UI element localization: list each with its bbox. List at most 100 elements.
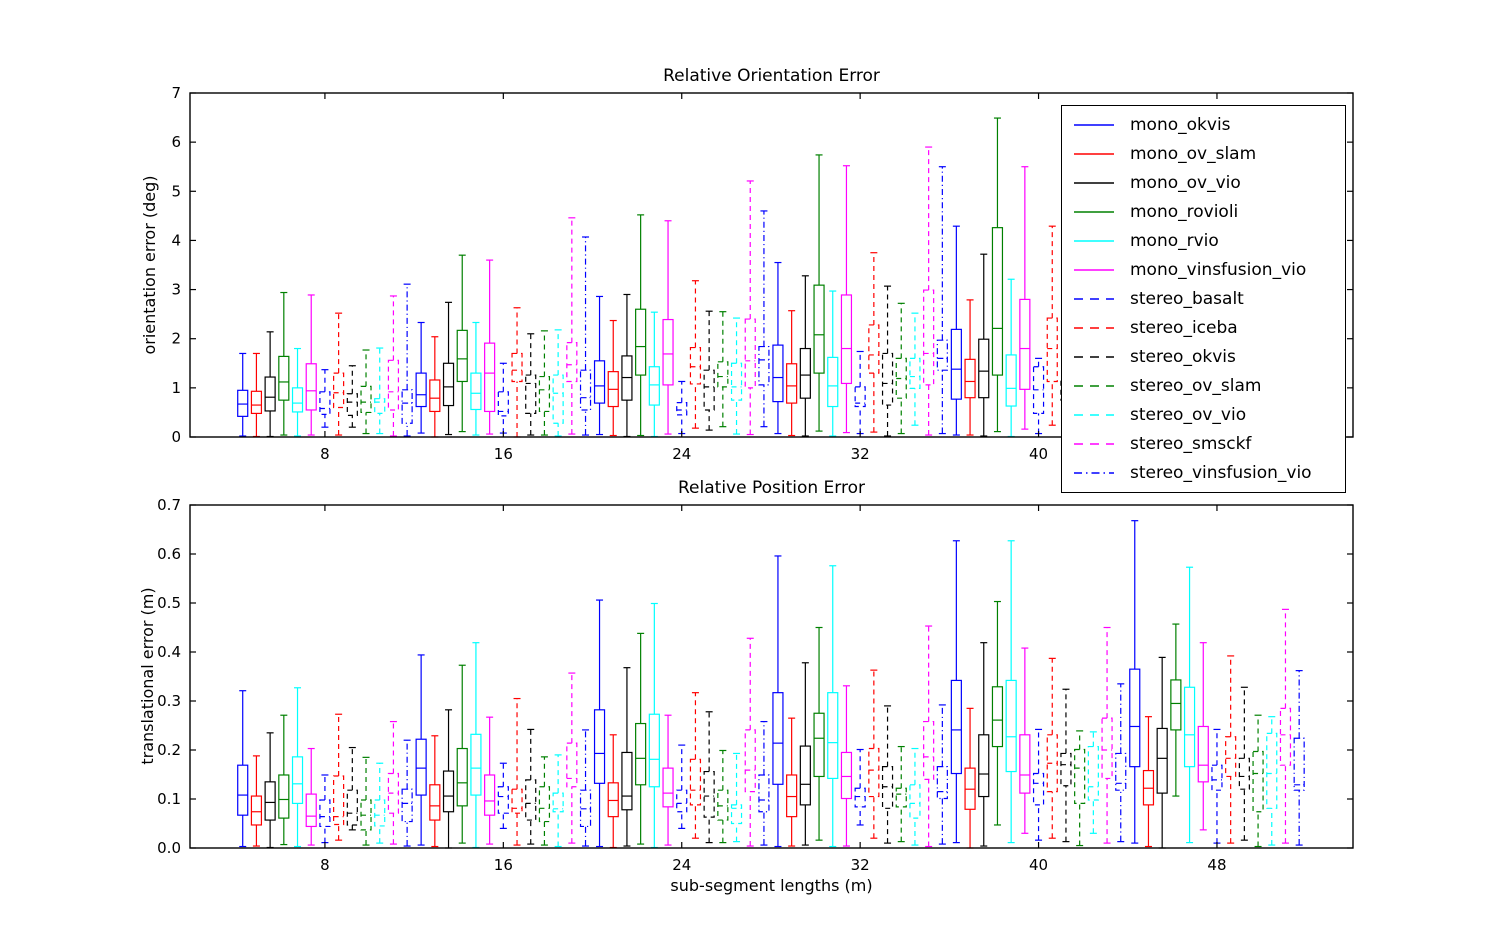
series-stereo_iceba bbox=[333, 655, 1237, 846]
series-mono_rovioli bbox=[278, 600, 1182, 846]
series-mono_ov_slam bbox=[250, 299, 976, 438]
legend-item-label: stereo_ov_vio bbox=[1130, 405, 1247, 426]
series-mono_okvis bbox=[237, 520, 1141, 848]
legend-item: mono_okvis bbox=[1062, 112, 1345, 138]
x-tick-label: 24 bbox=[672, 856, 691, 874]
x-tick-label: 8 bbox=[320, 445, 330, 463]
legend-item: stereo_smsckf bbox=[1062, 431, 1345, 457]
y-tick-label: 0.5 bbox=[157, 594, 181, 612]
y-tick-label: 3 bbox=[171, 281, 181, 299]
legend-item: mono_vinsfusion_vio bbox=[1062, 257, 1345, 283]
legend-item: mono_ov_vio bbox=[1062, 170, 1345, 196]
legend-line-sample bbox=[1074, 181, 1114, 184]
legend: mono_okvis mono_ov_slam mono_ov_vio mono_ro… bbox=[1061, 105, 1346, 493]
legend-line-sample bbox=[1074, 327, 1114, 329]
y-tick-label: 0.0 bbox=[157, 839, 181, 857]
top-chart-title: Relative Orientation Error bbox=[663, 66, 880, 86]
axes-0: 8162432404801234567 bbox=[171, 84, 1354, 463]
y-tick-label: 0.1 bbox=[157, 790, 181, 808]
legend-item: stereo_basalt bbox=[1062, 286, 1345, 312]
series-stereo_okvis bbox=[346, 686, 1250, 845]
series-stereo_ov_vio bbox=[374, 716, 1278, 848]
legend-item-label: mono_ov_vio bbox=[1130, 172, 1241, 193]
series-mono_ov_vio bbox=[264, 253, 990, 438]
series-stereo_okvis bbox=[346, 285, 1072, 437]
bottom-chart-title: Relative Position Error bbox=[678, 478, 865, 498]
legend-item-label: mono_okvis bbox=[1130, 114, 1231, 135]
series-mono_vinsfusion_vio bbox=[305, 165, 1031, 436]
x-tick-label: 24 bbox=[672, 445, 691, 463]
legend-item-label: mono_ov_slam bbox=[1130, 143, 1257, 164]
legend-item: stereo_okvis bbox=[1062, 344, 1345, 370]
legend-item-label: stereo_ov_slam bbox=[1130, 376, 1262, 397]
series-stereo_ov_slam bbox=[360, 302, 907, 436]
legend-item-label: mono_vinsfusion_vio bbox=[1130, 259, 1307, 280]
legend-line-sample bbox=[1074, 210, 1114, 213]
series-stereo_smsckf bbox=[387, 608, 1292, 848]
x-tick-label: 40 bbox=[1029, 856, 1048, 874]
x-axis-label: sub-segment lengths (m) bbox=[670, 876, 873, 895]
legend-item-label: stereo_vinsfusion_vio bbox=[1130, 463, 1312, 484]
legend-item-label: mono_rvio bbox=[1130, 230, 1219, 251]
y-tick-label: 7 bbox=[171, 84, 181, 102]
x-tick-label: 16 bbox=[494, 856, 513, 874]
legend-item-label: stereo_smsckf bbox=[1130, 434, 1252, 455]
legend-line-sample bbox=[1074, 385, 1114, 387]
y-tick-label: 2 bbox=[171, 330, 181, 348]
legend-item-label: stereo_okvis bbox=[1130, 347, 1236, 368]
y-tick-label: 1 bbox=[171, 379, 181, 397]
y-tick-label: 4 bbox=[171, 231, 181, 249]
series-mono_rovioli bbox=[278, 117, 1004, 437]
series-mono_ov_slam bbox=[250, 707, 1155, 849]
series-stereo_ov_slam bbox=[360, 714, 1264, 848]
legend-line-sample bbox=[1074, 356, 1114, 358]
series-stereo_smsckf bbox=[387, 146, 935, 437]
y-tick-label: 0 bbox=[171, 428, 181, 446]
series-stereo_basalt bbox=[319, 728, 1223, 844]
series-stereo_vinsfusion_vio bbox=[401, 670, 1305, 847]
legend-line-sample bbox=[1074, 269, 1114, 271]
y-tick-label: 5 bbox=[171, 182, 181, 200]
series-mono_rvio bbox=[291, 278, 1017, 438]
legend-item: mono_rovioli bbox=[1062, 199, 1345, 225]
legend-item: stereo_vinsfusion_vio bbox=[1062, 460, 1345, 486]
y-tick-label: 0.2 bbox=[157, 741, 181, 759]
x-tick-label: 8 bbox=[320, 856, 330, 874]
y-tick-label: 0.3 bbox=[157, 692, 181, 710]
legend-item-label: stereo_basalt bbox=[1130, 288, 1244, 309]
legend-line-sample bbox=[1074, 239, 1114, 242]
y-tick-label: 0.4 bbox=[157, 643, 181, 661]
y-tick-label: 6 bbox=[171, 133, 181, 151]
bottom-y-axis-label: translational error (m) bbox=[138, 587, 157, 765]
series-stereo_basalt bbox=[319, 350, 1045, 435]
x-tick-label: 32 bbox=[851, 856, 870, 874]
series-stereo_ov_vio bbox=[374, 312, 921, 437]
series-mono_vinsfusion_vio bbox=[305, 642, 1209, 847]
legend-line-sample bbox=[1074, 472, 1114, 475]
legend-line-sample bbox=[1074, 123, 1114, 126]
series-stereo_vinsfusion_vio bbox=[401, 166, 948, 437]
legend-item: mono_rvio bbox=[1062, 228, 1345, 254]
series-stereo_iceba bbox=[333, 225, 1058, 438]
legend-item: mono_ov_slam bbox=[1062, 141, 1345, 167]
legend-item-label: mono_rovioli bbox=[1130, 201, 1239, 222]
x-tick-label: 40 bbox=[1029, 445, 1048, 463]
x-tick-label: 48 bbox=[1207, 856, 1226, 874]
axes-1: 8 16 24 32 40 48 0.0 0.1 0.2 0.3 0.4 0.5 0.6 0.7 bbox=[157, 496, 1354, 874]
x-tick-label: 32 bbox=[851, 445, 870, 463]
legend-item: stereo_ov_vio bbox=[1062, 402, 1345, 428]
legend-item-label: stereo_iceba bbox=[1130, 317, 1238, 338]
legend-line-sample bbox=[1074, 152, 1114, 155]
y-tick-label: 0.6 bbox=[157, 545, 181, 563]
series-mono_ov_vio bbox=[264, 642, 1168, 849]
legend-line-sample bbox=[1074, 298, 1114, 300]
series-mono_okvis bbox=[237, 225, 962, 437]
legend-line-sample bbox=[1074, 443, 1114, 446]
top-y-axis-label: orientation error (deg) bbox=[140, 175, 159, 355]
x-tick-label: 16 bbox=[494, 445, 513, 463]
legend-item: stereo_iceba bbox=[1062, 315, 1345, 341]
series-mono_rvio bbox=[291, 540, 1196, 849]
y-tick-label: 0.7 bbox=[157, 496, 181, 514]
